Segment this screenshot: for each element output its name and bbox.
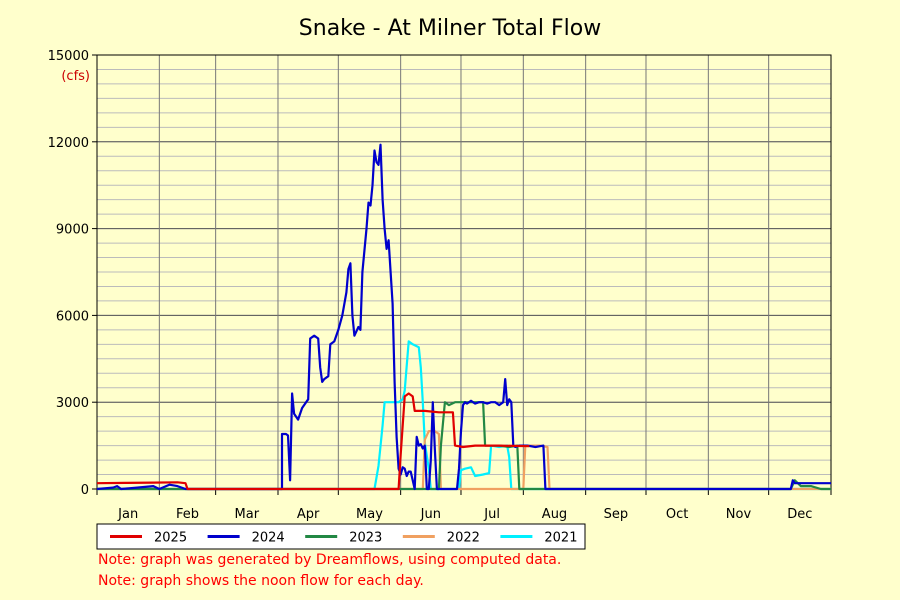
month-label: Nov: [726, 507, 752, 522]
month-label: Dec: [787, 507, 812, 522]
series-line-2025: [96, 392, 530, 491]
y-axis-unit: (cfs): [61, 69, 90, 84]
y-tick-label: 0: [81, 483, 89, 498]
month-label: Jan: [117, 507, 138, 522]
month-label: Feb: [176, 507, 199, 522]
month-label: Aug: [542, 507, 567, 522]
month-label: Jun: [420, 507, 441, 522]
legend-label-2025: 2025: [154, 531, 187, 546]
month-label: Jul: [483, 507, 500, 522]
month-label: Sep: [604, 507, 629, 522]
series-line-2024: [96, 143, 831, 491]
y-tick-label: 12000: [48, 136, 89, 151]
legend-label-2021: 2021: [544, 531, 577, 546]
series-layer: [96, 143, 831, 491]
legend: 2025 2024 2023 2022 2021: [96, 523, 586, 550]
y-tick-label: 3000: [56, 396, 89, 411]
series-line-2021: [97, 340, 831, 491]
legend-label-2024: 2024: [252, 531, 285, 546]
note-noon-flow: Note: graph shows the noon flow for each…: [98, 573, 424, 589]
month-label: May: [356, 507, 383, 522]
y-tick-label: 9000: [56, 223, 89, 238]
chart-title: Snake - At Milner Total Flow: [299, 16, 601, 41]
note-computed-data: Note: graph was generated by Dreamflows,…: [98, 552, 562, 568]
plot-axes: 0 3000 6000 9000 12000 15000 Jan Feb Mar Apr May Ju…: [48, 49, 832, 522]
month-label: Apr: [297, 507, 320, 522]
legend-label-2022: 2022: [447, 531, 480, 546]
month-label: Mar: [235, 507, 260, 522]
legend-label-2023: 2023: [349, 531, 382, 546]
month-label: Oct: [666, 507, 688, 522]
plot-grid: [96, 54, 832, 490]
y-tick-label: 15000: [48, 49, 89, 64]
y-tick-label: 6000: [56, 309, 89, 324]
